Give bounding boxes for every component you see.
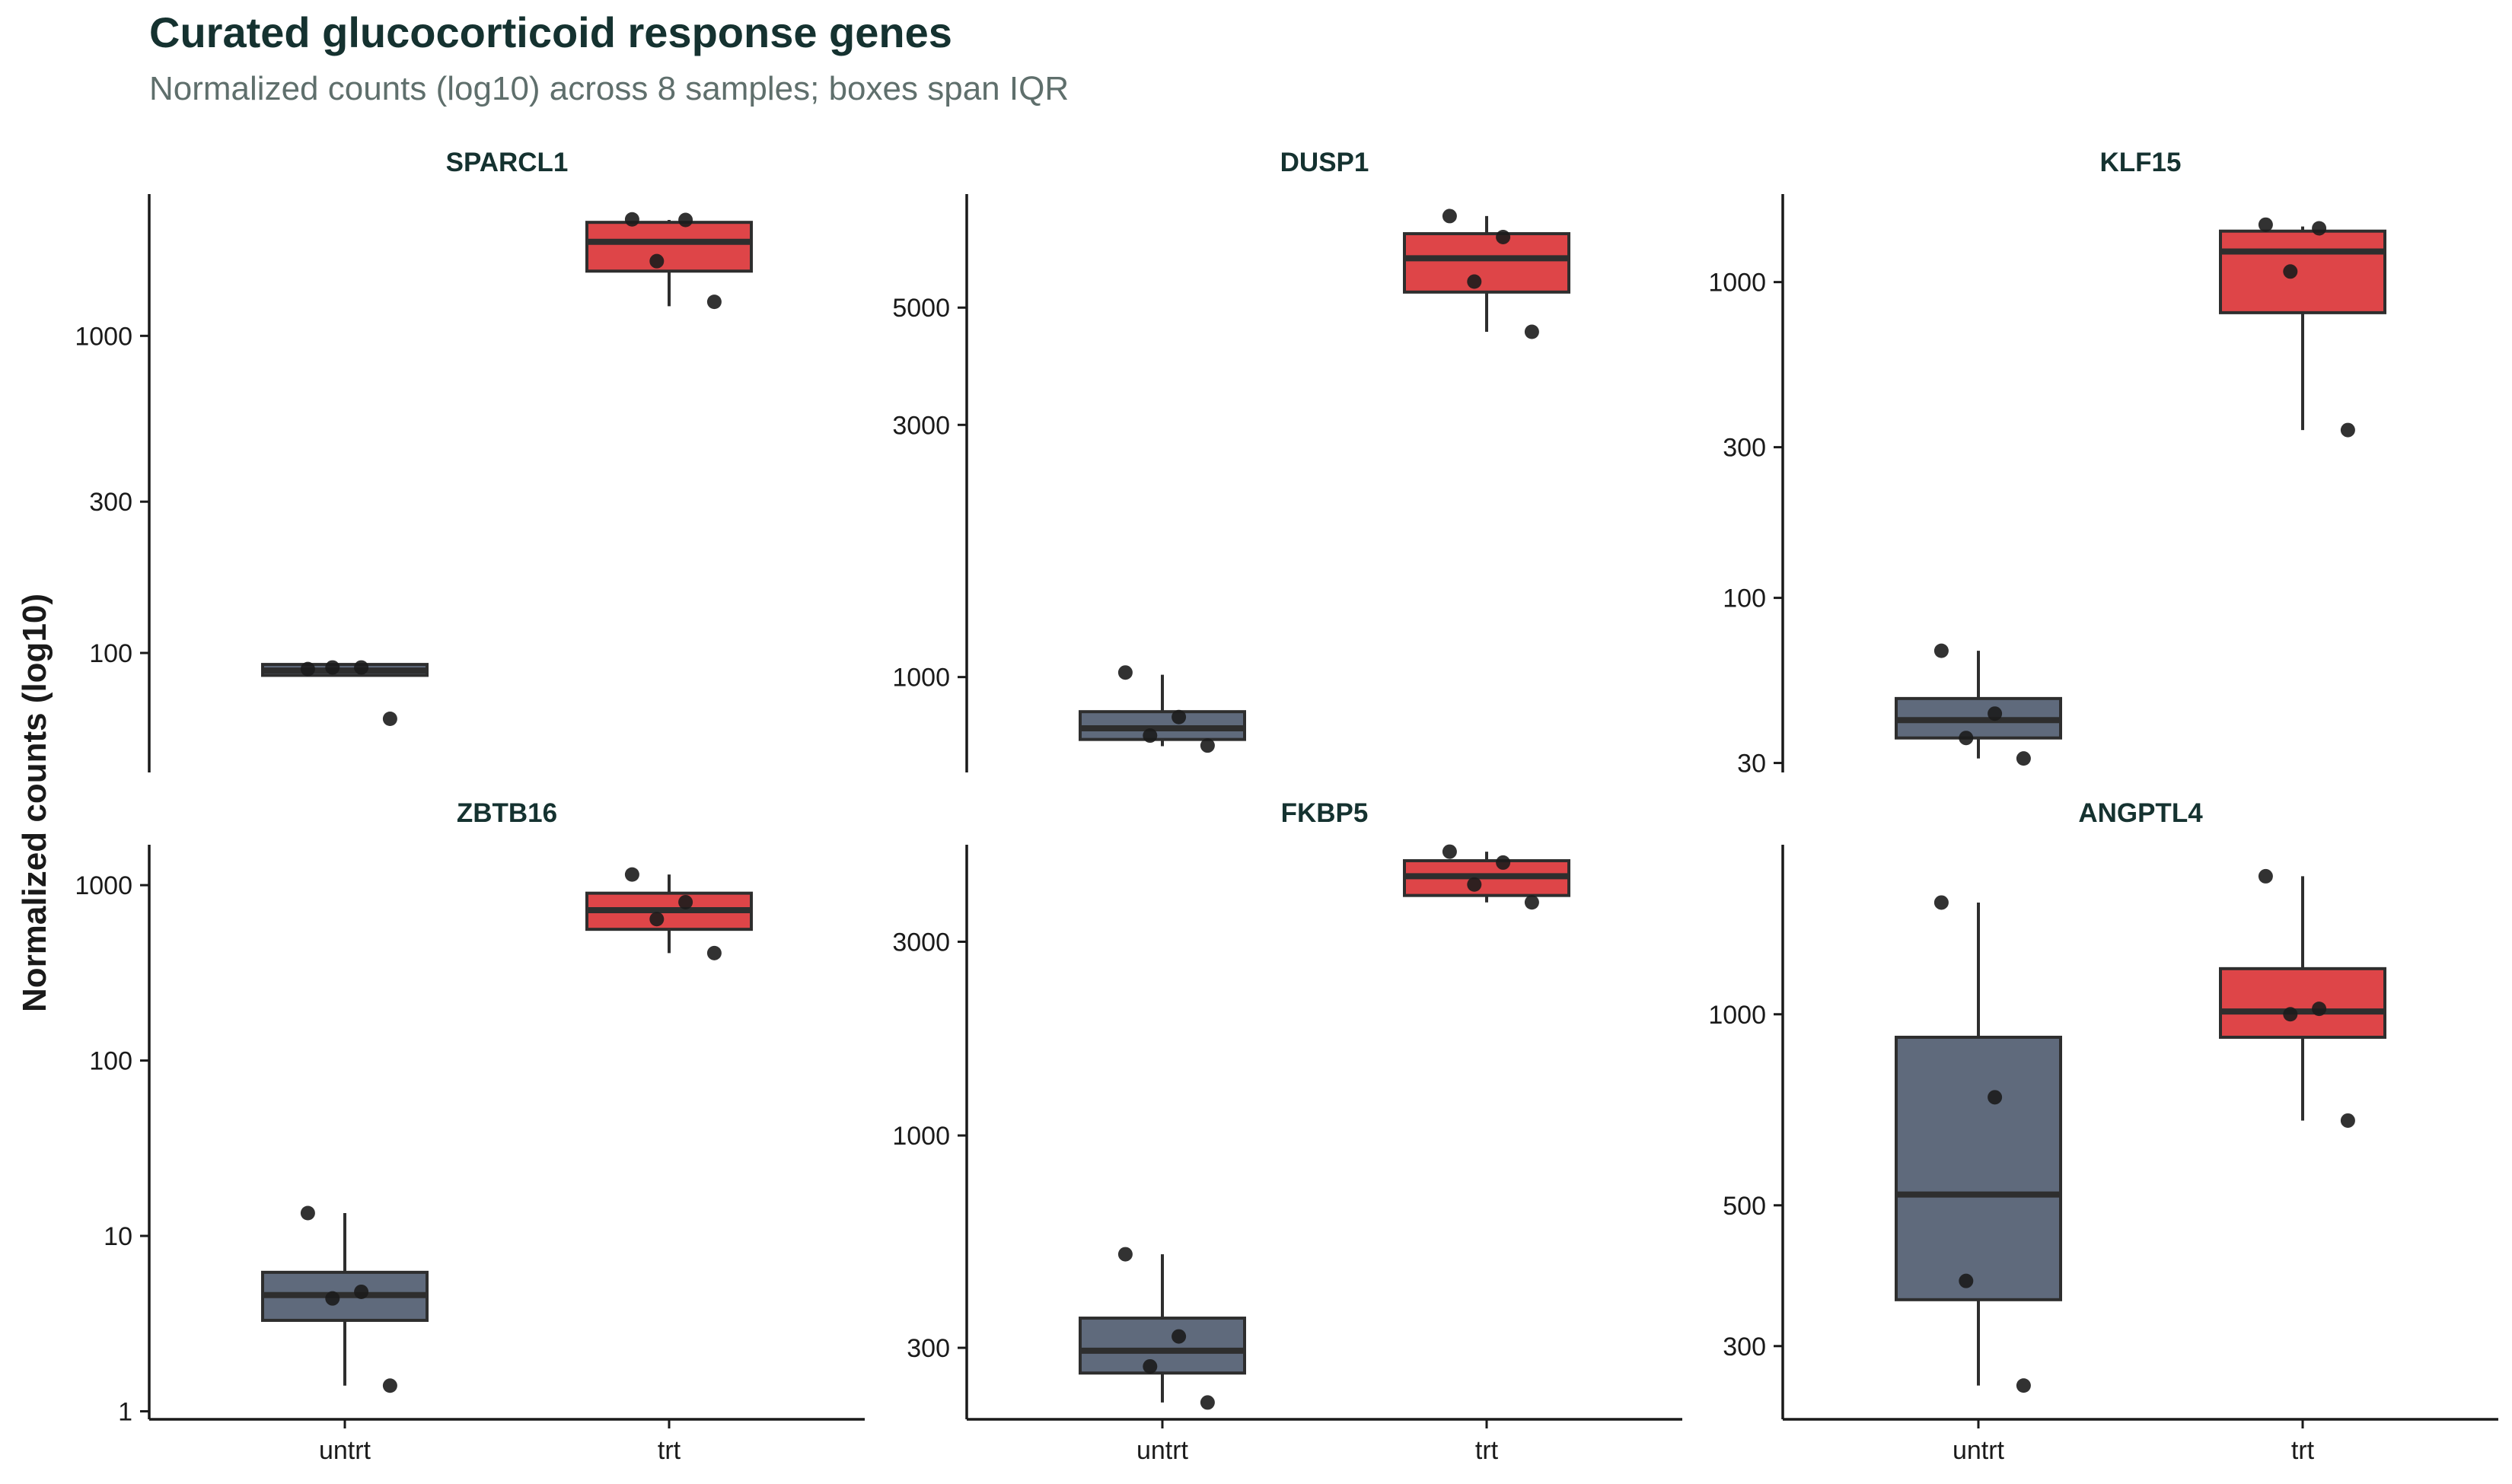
data-point [1467,877,1482,892]
y-tick-label: 300 [907,1334,950,1363]
data-point [1988,706,2003,721]
box-untrt [1079,1317,1246,1375]
data-point [1200,1395,1215,1410]
y-tick-label: 1000 [1708,1001,1766,1030]
chart-title: Curated glucocorticoid response genes [149,8,952,56]
data-point [1933,643,1949,658]
y-tick-label: 1000 [892,1122,950,1151]
data-point [325,1291,340,1306]
panel-title: ZBTB16 [457,798,557,828]
data-point [2340,1113,2355,1128]
facet-panel-fkbp5: FKBP5 300 1000 3000 untrt trt [892,798,1682,1465]
data-point [325,660,340,675]
data-point [649,253,665,269]
x-tick-label: trt [1475,1436,1499,1465]
facet-panel-angptl4: ANGPTL4 300 500 1000 untrt trt [1708,798,2498,1465]
data-point [624,867,639,882]
facet-panel-sparcl1: SPARCL1 100 300 1000 [75,148,753,772]
y-tick-label: 100 [89,639,132,668]
y-tick-label: 1000 [75,871,132,900]
y-axis-label: Normalized counts (log10) [16,594,53,1012]
y-tick-label: 3000 [892,928,950,957]
data-point [1200,738,1215,753]
data-point [1143,1358,1158,1374]
y-tick-label: 1000 [1708,269,1766,298]
data-point [1467,274,1482,289]
data-point [2283,1007,2298,1022]
data-point [706,295,722,310]
y-tick-label: 300 [1723,1333,1766,1361]
data-point [2258,868,2273,884]
y-tick-label: 3000 [892,411,950,440]
x-tick-label: trt [2291,1436,2315,1465]
y-tick-label: 500 [1723,1192,1766,1221]
data-point [1959,1273,1974,1288]
data-point [2283,264,2298,279]
data-point [1496,229,1511,244]
data-point [1524,324,1539,339]
box-trt [2219,229,2386,314]
data-point [2312,1002,2327,1017]
y-tick-label: 1 [118,1397,132,1426]
y-tick-label: 5000 [892,294,950,323]
panel-title: SPARCL1 [446,148,569,177]
data-point [1172,709,1187,724]
facet-panel-dusp1: DUSP1 1000 3000 5000 [892,148,1570,772]
x-tick-label: untrt [1136,1436,1189,1465]
data-point [649,912,665,927]
data-point [2258,217,2273,232]
data-point [1117,665,1133,680]
data-point [382,1378,397,1393]
box-trt [1403,232,1570,294]
chart-subtitle: Normalized counts (log10) across 8 sampl… [149,70,1070,107]
box-trt [2219,967,2386,1039]
data-point [1959,731,1974,746]
panel-title: DUSP1 [1280,148,1369,177]
data-point [1172,1329,1187,1344]
data-point [354,660,369,675]
y-tick-label: 300 [1723,434,1766,463]
data-point [1988,1090,2003,1105]
data-point [300,661,315,677]
facet-panel-zbtb16: ZBTB16 1 10 100 1000 untrt trt [75,798,865,1465]
x-tick-label: untrt [319,1436,371,1465]
data-point [1524,895,1539,910]
data-point [2312,221,2327,236]
data-point [1442,209,1457,224]
panel-title: FKBP5 [1281,798,1369,828]
box-untrt [1895,1035,2062,1301]
data-point [1442,844,1457,859]
data-point [624,212,639,227]
panel-title: ANGPTL4 [2078,798,2203,828]
x-tick-label: untrt [1953,1436,2005,1465]
y-tick-label: 1000 [75,322,132,351]
y-tick-label: 1000 [892,664,950,693]
y-tick-label: 100 [1723,584,1766,613]
y-tick-label: 100 [89,1047,132,1076]
y-tick-label: 30 [1737,750,1766,779]
data-point [1496,855,1511,870]
data-point [382,712,397,727]
data-point [2016,751,2031,766]
facet-panel-klf15: KLF15 30 100 300 1000 [1708,148,2386,779]
data-point [1117,1247,1133,1262]
y-tick-label: 10 [104,1222,132,1251]
data-point [354,1284,369,1299]
data-point [2016,1378,2031,1393]
y-tick-label: 300 [89,488,132,517]
data-point [2340,422,2355,438]
data-point [1143,728,1158,744]
box-trt [585,221,753,273]
data-point [1933,895,1949,910]
data-point [706,945,722,960]
data-point [678,894,693,909]
panel-title: KLF15 [2100,148,2182,177]
x-tick-label: trt [658,1436,681,1465]
data-point [678,212,693,228]
data-point [300,1205,315,1221]
